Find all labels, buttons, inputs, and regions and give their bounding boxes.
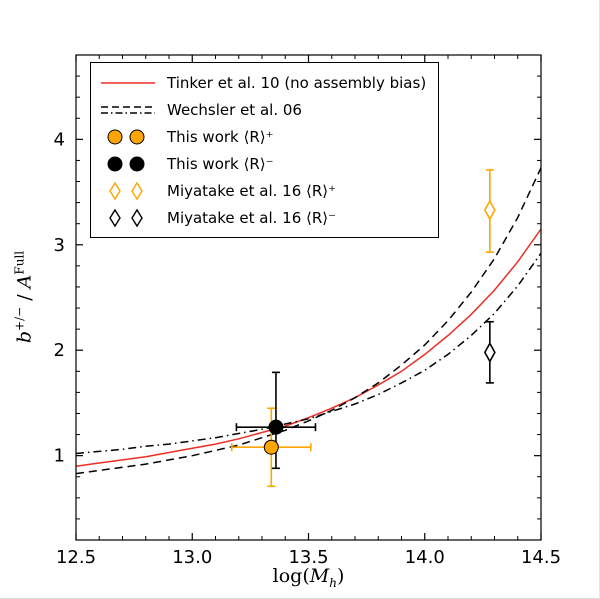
legend-item-tinker: Tinker et al. 10 (no assembly bias) [99,69,426,96]
orange-open-diamonds-icon [109,181,143,200]
legend-item-this-work-r-plus: This work ⟨R⟩⁺ [99,123,426,150]
y-axis-label: b+/− / AFull [12,250,36,344]
legend-item-label: Tinker et al. 10 (no assembly bias) [167,73,427,92]
svg-text:2: 2 [54,340,65,361]
solid-red-line-icon [101,81,155,84]
svg-text:4: 4 [54,129,65,150]
legend-item-wechsler: Wechsler et al. 06 [99,96,426,123]
legend: Tinker et al. 10 (no assembly bias) Wech… [90,62,440,238]
legend-item-label: This work ⟨R⟩⁺ [167,127,274,146]
legend-item-miyatake-r-minus: Miyatake et al. 16 ⟨R⟩⁻ [99,204,426,231]
legend-item-label: Wechsler et al. 06 [167,100,302,119]
orange-filled-circles-icon [107,129,145,144]
legend-item-label: This work ⟨R⟩⁻ [167,154,274,173]
legend-item-label: Miyatake et al. 16 ⟨R⟩⁺ [167,181,337,200]
svg-text:14.0: 14.0 [405,547,445,568]
dashed-dashdot-line-icon [101,105,155,114]
legend-item-label: Miyatake et al. 16 ⟨R⟩⁻ [167,208,337,227]
black-filled-circles-icon [107,156,145,171]
svg-text:14.5: 14.5 [521,547,561,568]
black-open-diamonds-icon [109,208,143,227]
svg-text:1: 1 [54,446,65,467]
svg-text:13.0: 13.0 [172,547,212,568]
svg-text:3: 3 [54,235,65,256]
x-axis-label: log(Mh) [272,565,345,590]
svg-text:13.5: 13.5 [288,547,328,568]
legend-item-this-work-r-minus: This work ⟨R⟩⁻ [99,150,426,177]
legend-item-miyatake-r-plus: Miyatake et al. 16 ⟨R⟩⁺ [99,177,426,204]
svg-text:12.5: 12.5 [56,547,96,568]
